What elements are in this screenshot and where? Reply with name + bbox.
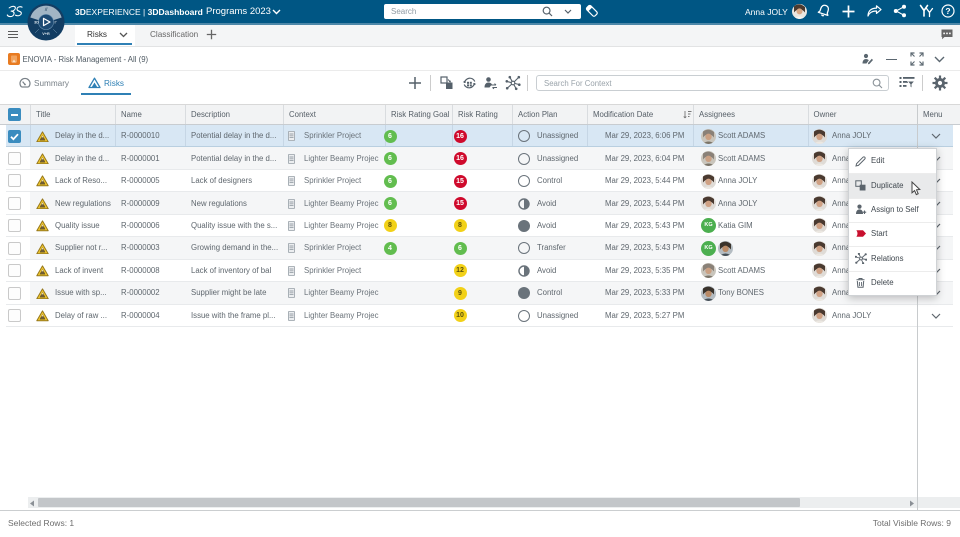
svg-text:i': i' — [55, 20, 57, 24]
svg-text:?: ? — [945, 6, 950, 16]
svg-text://: // — [44, 6, 48, 11]
svg-text:V+R: V+R — [42, 31, 50, 35]
svg-text:3D: 3D — [34, 20, 39, 24]
